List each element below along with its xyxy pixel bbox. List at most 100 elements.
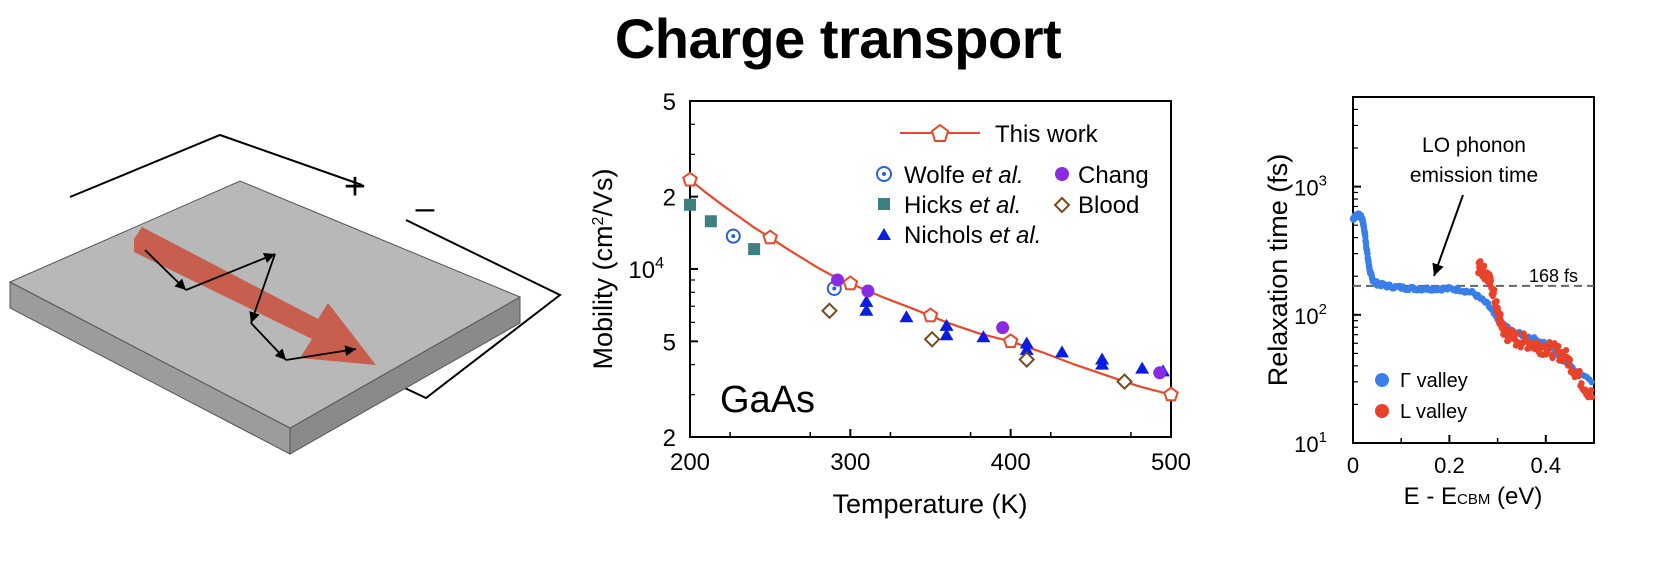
mobility-point-this-work — [1002, 333, 1019, 348]
l-valley-point — [1540, 342, 1548, 349]
legend-marker-gamma — [1375, 373, 1389, 387]
mobility-point-hicks — [748, 243, 761, 256]
mobility-point-nichols — [1135, 361, 1150, 374]
carrier-trajectory — [144, 249, 357, 361]
legend-label-l: L valley — [1400, 401, 1467, 423]
mobility-point-blood — [821, 302, 838, 320]
mobility-point-nichols — [939, 328, 954, 341]
mobility-point-this-work — [762, 229, 778, 245]
gamma-valley-point — [1588, 378, 1595, 386]
mobility-point-nichols — [1019, 336, 1034, 349]
mobility-y-tick-label: 2 — [663, 425, 676, 452]
mobility-point-hicks — [704, 215, 717, 228]
mobility-x-tick-label: 300 — [830, 449, 870, 476]
mobility-point-blood — [1116, 373, 1133, 391]
mobility-point-this-work — [922, 307, 939, 323]
legend-label-chang: Chang — [1078, 162, 1149, 189]
legend-label-blood: Blood — [1078, 192, 1139, 219]
circuit-wire — [69, 133, 363, 198]
l-valley-point — [1578, 380, 1585, 387]
l-valley-point — [1513, 330, 1521, 337]
mobility-point-hicks — [684, 198, 696, 211]
field-arrow — [134, 227, 376, 365]
material-label: GaAs — [720, 379, 815, 421]
transport-schematic: + – — [8, 133, 562, 455]
legend-marker-nichols — [877, 228, 891, 240]
legend-marker-blood — [1053, 196, 1071, 214]
mobility-point-this-work — [842, 275, 859, 291]
mobility-y-tick-label: 2 — [663, 185, 676, 212]
legend-label-wolfe: Wolfe et al. — [904, 162, 1024, 189]
l-valley-point — [1480, 262, 1488, 270]
l-valley-point — [1477, 258, 1484, 265]
reference-line-label: 168 fs — [1529, 266, 1578, 286]
relaxation-y-tick-label: 102 — [1294, 301, 1327, 329]
l-valley-point — [1575, 372, 1582, 380]
l-valley-point — [1555, 342, 1562, 350]
l-valley-point — [1587, 386, 1595, 394]
l-valley-point — [1487, 277, 1495, 284]
mobility-point-nichols — [859, 303, 874, 316]
mobility-point-chang — [861, 284, 875, 298]
relaxation-plot-frame — [1352, 96, 1595, 444]
mobility-y-tick-label: 5 — [663, 329, 676, 356]
l-valley-point — [1549, 354, 1556, 362]
annotation-text-line-1: LO phonon — [1422, 134, 1526, 157]
relaxation-x-axis-label: E - ECBM (eV) — [1404, 483, 1543, 510]
mobility-y-axis-label: Mobility (cm2/Vs) — [588, 169, 618, 370]
l-valley-point — [1588, 393, 1596, 401]
l-valley-point — [1497, 310, 1504, 318]
mobility-point-chang — [996, 321, 1010, 335]
annotation-text-line-2: emission time — [1410, 164, 1538, 187]
mobility-point-this-work — [1163, 386, 1179, 402]
mobility-point-blood — [923, 330, 941, 348]
mobility-point-nichols — [899, 310, 914, 323]
mobility-y-tick-label: 5 — [663, 89, 676, 116]
mobility-point-blood — [1018, 351, 1036, 368]
mobility-point-nichols — [976, 330, 991, 343]
l-valley-point — [1562, 347, 1570, 354]
mobility-point-wolfe-dot — [832, 286, 837, 291]
mobility-point-nichols — [1095, 357, 1110, 370]
mobility-point-nichols — [1054, 345, 1069, 358]
l-valley-point — [1493, 298, 1500, 305]
legend-marker-hicks — [878, 198, 890, 210]
l-valley-point — [1564, 362, 1572, 369]
mobility-legend: This work Wolfe et al. Hicks et al. Nich… — [876, 121, 1149, 249]
minus-terminal-label: – — [416, 189, 435, 227]
relaxation-y-tick-label: 101 — [1294, 429, 1327, 457]
relaxation-x-tick-label: 0.2 — [1434, 453, 1465, 478]
legend-marker-wolfe-dot — [882, 172, 886, 176]
plus-terminal-label: + — [344, 166, 366, 208]
mobility-x-tick-label: 400 — [991, 449, 1031, 476]
mobility-point-chang — [1153, 366, 1167, 380]
l-valley-point — [1576, 367, 1583, 375]
mobility-point-this-work — [682, 171, 698, 187]
relaxation-chart: 0 0.2 0.4 101 102 103 168 fs LO phonon emissi… — [1263, 96, 1596, 510]
mobility-point-chang — [831, 273, 845, 287]
mobility-x-tick-label: 200 — [670, 449, 710, 476]
mobility-y-tick-label: 104 — [628, 255, 664, 284]
relaxation-y-axis-label: Relaxation time (fs) — [1263, 154, 1293, 387]
mobility-point-nichols — [859, 294, 874, 307]
relaxation-y-tick-label: 103 — [1294, 173, 1327, 201]
mobility-point-nichols — [1019, 343, 1034, 356]
mobility-chart: 200 300 400 500 2 5 104 2 5 Temperature (K) Mobi… — [588, 89, 1191, 519]
mobility-x-axis-label: Temperature (K) — [832, 489, 1027, 519]
mobility-point-nichols — [939, 318, 954, 331]
legend-label-nichols: Nichols et al. — [904, 222, 1041, 249]
mobility-point-wolfe-dot — [731, 234, 736, 239]
legend-marker-chang — [1055, 167, 1069, 181]
l-valley-point — [1566, 356, 1574, 363]
legend-marker-this-work — [930, 123, 950, 142]
legend-label-hicks: Hicks et al. — [904, 192, 1021, 219]
legend-label-gamma: Γ valley — [1400, 370, 1468, 392]
page-title: Charge transport — [614, 7, 1062, 70]
legend-label-this-work: This work — [995, 121, 1099, 148]
relaxation-x-tick-label: 0 — [1347, 453, 1359, 478]
l-valley-point — [1491, 286, 1498, 293]
mobility-x-tick-label: 500 — [1151, 449, 1191, 476]
annotation-arrow — [1432, 194, 1464, 277]
legend-marker-l — [1375, 404, 1389, 418]
